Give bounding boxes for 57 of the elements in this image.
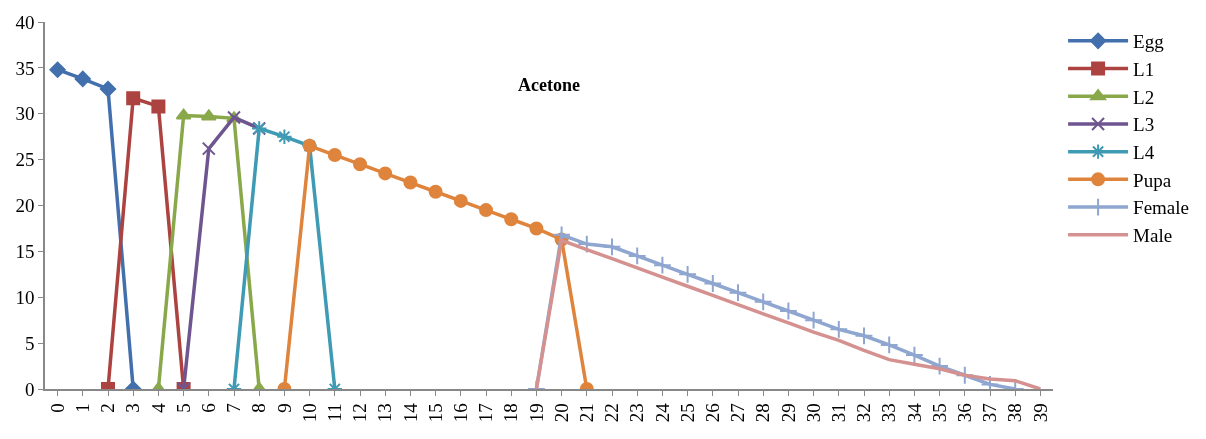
x-tick-label: 25 xyxy=(676,403,698,423)
legend-label: L1 xyxy=(1133,58,1155,80)
x-tick-label: 16 xyxy=(449,403,471,423)
legend-label: L3 xyxy=(1133,114,1155,136)
x-tick-label: 2 xyxy=(97,403,119,413)
x-tick-label: 35 xyxy=(928,403,950,423)
legend-label: Female xyxy=(1133,197,1190,219)
x-tick-label: 26 xyxy=(701,403,723,423)
legend-label: Male xyxy=(1133,225,1173,247)
x-tick-label: 3 xyxy=(122,403,144,413)
x-tick-label: 12 xyxy=(349,403,371,423)
legend-label: L4 xyxy=(1133,142,1155,164)
x-tick-label: 4 xyxy=(147,402,169,413)
x-tick-label: 22 xyxy=(601,403,623,423)
x-tick-label: 23 xyxy=(626,403,648,423)
y-tick-label: 15 xyxy=(15,241,35,263)
x-tick-label: 33 xyxy=(878,403,900,423)
x-tick-label: 9 xyxy=(273,403,295,413)
x-tick-label: 15 xyxy=(424,403,446,423)
x-tick-label: 11 xyxy=(323,403,345,422)
x-tick-label: 28 xyxy=(752,403,774,423)
y-tick-label: 40 xyxy=(15,11,35,33)
y-tick-label: 25 xyxy=(15,149,35,171)
x-tick-label: 10 xyxy=(298,403,320,423)
x-tick-label: 36 xyxy=(953,403,975,423)
x-tick-label: 18 xyxy=(500,403,522,423)
x-tick-label: 21 xyxy=(575,403,597,423)
legend-label: L2 xyxy=(1133,86,1155,108)
x-tick-label: 37 xyxy=(979,403,1001,423)
x-tick-label: 24 xyxy=(651,402,673,423)
x-tick-label: 5 xyxy=(172,403,194,413)
legend-label: Pupa xyxy=(1133,169,1172,191)
x-tick-label: 30 xyxy=(802,403,824,423)
x-tick-label: 13 xyxy=(374,403,396,423)
y-tick-label: 35 xyxy=(15,57,35,79)
text: Acetone xyxy=(518,75,580,95)
x-tick-label: 6 xyxy=(197,403,219,413)
y-tick-label: 30 xyxy=(15,103,35,125)
x-tick-label: 27 xyxy=(727,403,749,423)
x-tick-label: 34 xyxy=(903,402,925,423)
y-tick-label: 5 xyxy=(24,332,35,354)
x-tick-label: 31 xyxy=(827,403,849,423)
x-tick-label: 0 xyxy=(46,403,68,413)
x-tick-label: 17 xyxy=(475,403,497,423)
y-tick-label: 10 xyxy=(15,286,35,308)
y-tick-label: 20 xyxy=(15,195,35,217)
x-tick-label: 7 xyxy=(223,403,245,413)
legend-label: Egg xyxy=(1133,31,1165,53)
x-tick-label: 8 xyxy=(248,403,270,413)
x-tick-label: 19 xyxy=(525,403,547,423)
x-tick-label: 38 xyxy=(1004,403,1026,423)
x-tick-label: 39 xyxy=(1029,403,1051,423)
x-tick-label: 14 xyxy=(399,402,421,423)
x-tick-label: 20 xyxy=(550,403,572,423)
x-tick-label: 32 xyxy=(853,403,875,423)
x-tick-label: 1 xyxy=(71,403,93,413)
x-tick-label: 29 xyxy=(777,403,799,423)
